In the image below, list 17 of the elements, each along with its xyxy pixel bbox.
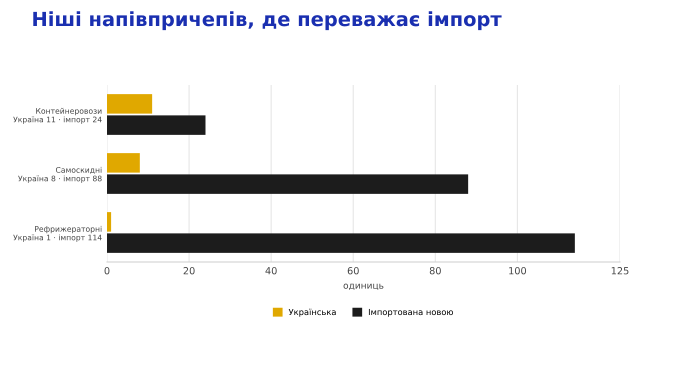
legend-label: Українська: [288, 308, 336, 317]
x-tick-label: 100: [509, 267, 526, 274]
x-tick-label: 40: [265, 267, 277, 274]
bar: [107, 115, 206, 135]
x-tick-label: 125: [612, 267, 628, 274]
x-tick-label: 80: [430, 267, 441, 274]
bar: [107, 212, 112, 232]
legend-label: Імпортована новою: [368, 308, 453, 317]
chart-title: Ніші напівпричепів, де переважає імпорт: [33, 11, 502, 30]
x-axis-title: одиниць: [344, 284, 384, 290]
x-tick-label: 60: [348, 267, 359, 274]
bar: [107, 94, 152, 114]
bar: [107, 174, 468, 194]
x-tick-label: 20: [184, 267, 195, 274]
x-tick-label: 0: [104, 267, 110, 274]
bar: [107, 233, 575, 253]
bar: [107, 153, 140, 173]
